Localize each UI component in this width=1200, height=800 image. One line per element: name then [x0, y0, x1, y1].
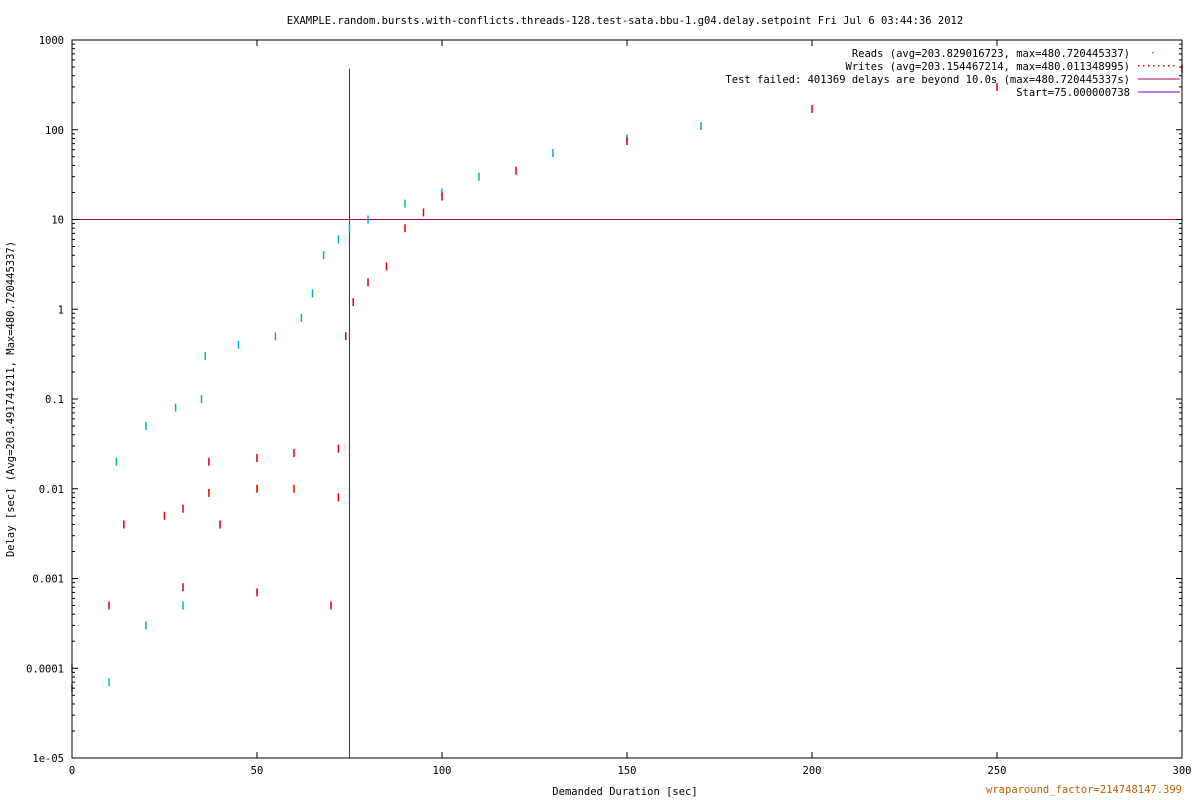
- legend-swatch-1-7: [1173, 65, 1175, 67]
- legend: Reads (avg=203.829016723, max=480.720445…: [725, 48, 1180, 99]
- legend-swatch-1-2: [1148, 65, 1150, 67]
- x-axis: 0 50 100 150 200 250 300: [69, 40, 1192, 777]
- x-tick-label: 50: [251, 765, 264, 777]
- y-tick-label: 0.1: [45, 394, 64, 406]
- legend-label-2: Test failed: 401369 delays are beyond 10…: [725, 74, 1130, 86]
- x-tick-label: 0: [69, 765, 75, 777]
- legend-swatch-1-3: [1153, 65, 1155, 67]
- y-tick-label: 0.01: [39, 484, 64, 496]
- x-tick-label: 150: [618, 765, 637, 777]
- y-tick-label: 1: [58, 304, 64, 316]
- y-axis: 1e-05 0.0001 0.001 0.01 0.1 1 10 100 1000: [26, 35, 1182, 765]
- reference-lines: [72, 68, 1182, 758]
- x-tick-label: 200: [803, 765, 822, 777]
- y-axis-label: Delay [sec] (Avg=203.491741211, Max=480.…: [5, 241, 17, 557]
- legend-swatch-1-6: [1168, 65, 1170, 67]
- y-tick-label: 0.001: [32, 574, 64, 586]
- y-tick-label: 100: [45, 125, 64, 137]
- y-tick-label: 0.0001: [26, 663, 64, 675]
- legend-swatch-1-4: [1158, 65, 1160, 67]
- data-points: [71, 64, 1183, 693]
- legend-label-0: Reads (avg=203.829016723, max=480.720445…: [852, 48, 1130, 60]
- legend-label-1: Writes (avg=203.154467214, max=480.01134…: [846, 61, 1130, 73]
- x-tick-label: 100: [433, 765, 452, 777]
- legend-swatch-1-0: [1138, 65, 1140, 67]
- x-axis-label: Demanded Duration [sec]: [552, 786, 697, 798]
- legend-label-3: Start=75.000000738: [1016, 87, 1130, 99]
- y-tick-label: 1000: [39, 35, 64, 47]
- x-tick-label: 300: [1173, 765, 1192, 777]
- x-tick-label: 250: [988, 765, 1007, 777]
- wraparound-factor-note: wraparound_factor=214748147.399: [986, 784, 1182, 796]
- legend-swatch-0: [1152, 52, 1154, 54]
- legend-swatch-1-5: [1163, 65, 1165, 67]
- plot-frame: [71, 39, 1183, 759]
- legend-swatch-1-1: [1143, 65, 1145, 67]
- y-tick-label: 10: [51, 215, 64, 227]
- y-tick-label: 1e-05: [32, 753, 64, 765]
- chart-title: EXAMPLE.random.bursts.with-conflicts.thr…: [287, 15, 963, 27]
